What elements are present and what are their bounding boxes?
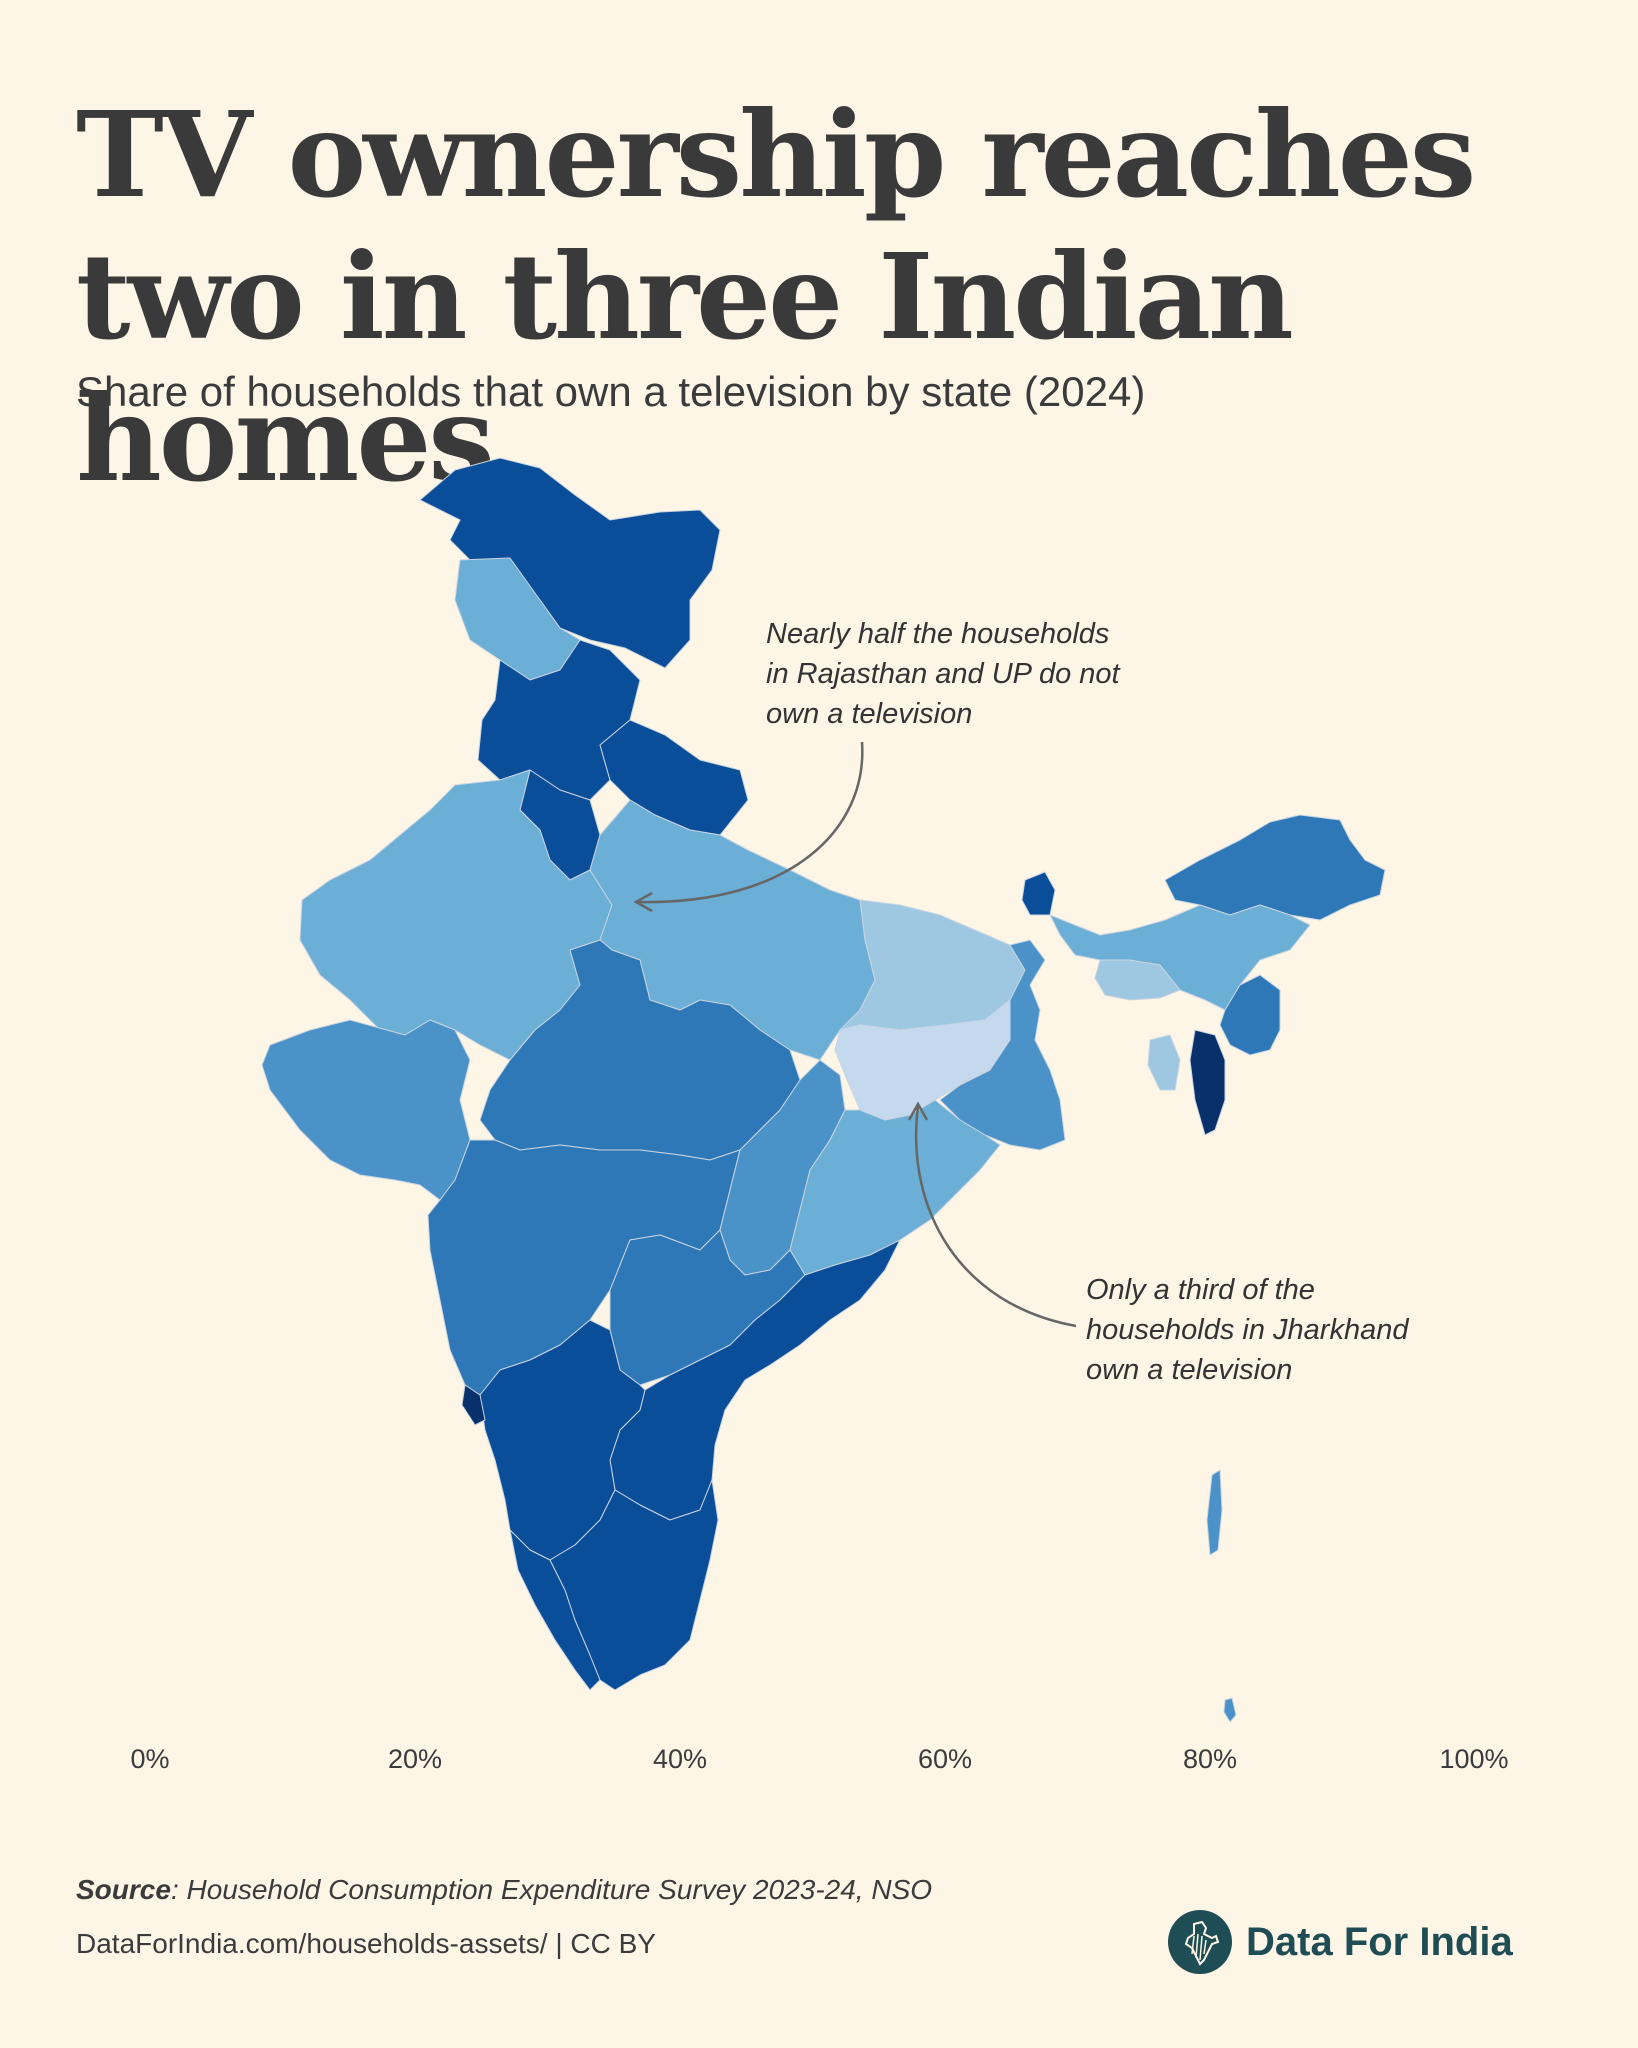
region-andaman-nicobar <box>1206 1469 1223 1556</box>
annotation-1-arrow <box>637 741 864 904</box>
region-arunachal-pradesh <box>1164 814 1386 921</box>
legend-label-40: 40% <box>652 1744 708 1774</box>
source-line: Source: Household Consumption Expenditur… <box>76 1874 932 1906</box>
region-mizoram <box>1189 1029 1226 1136</box>
region-meghalaya <box>1094 959 1181 1001</box>
page-title: TV ownership reaches two in three Indian… <box>76 85 1476 508</box>
annotation-rajasthan-up: Nearly half the households in Rajasthan … <box>766 618 1120 730</box>
page-subtitle: Share of households that own a televisio… <box>76 368 1146 415</box>
region-sikkim <box>1021 871 1056 916</box>
region-tripura <box>1147 1034 1181 1091</box>
annotation-jharkhand: Only a third of the households in Jharkh… <box>1086 1274 1409 1386</box>
annotation-1-arrowhead <box>633 891 653 913</box>
source-label: Source <box>76 1874 171 1905</box>
region-west-bengal <box>939 939 1066 1151</box>
annotation-2-arrow <box>914 1105 1077 1328</box>
legend-label-80: 80% <box>1182 1744 1238 1774</box>
legend-label-0: 0% <box>130 1744 170 1774</box>
india-map-logo-icon <box>1168 1910 1232 1974</box>
brand-logo: Data For India <box>1168 1908 1513 1976</box>
region-tamil-nadu <box>549 1479 719 1691</box>
source-text: : Household Consumption Expenditure Surv… <box>170 1874 933 1905</box>
region-karnataka <box>479 1319 646 1561</box>
india-choropleth-map <box>261 457 1386 1723</box>
legend-label-20: 20% <box>387 1744 443 1774</box>
annotation-2-arrowhead <box>907 1101 929 1121</box>
region-goa <box>461 1384 486 1426</box>
region-nicobar-islands <box>1223 1697 1237 1723</box>
region-nagaland-manipur <box>1219 974 1281 1056</box>
brand-name: Data For India <box>1246 1919 1513 1964</box>
credit-link[interactable]: DataForIndia.com/households-assets/ | CC… <box>76 1928 656 1959</box>
legend-label-60: 60% <box>917 1744 973 1774</box>
legend-label-100: 100% <box>1439 1744 1509 1774</box>
region-gujarat <box>261 1019 471 1201</box>
